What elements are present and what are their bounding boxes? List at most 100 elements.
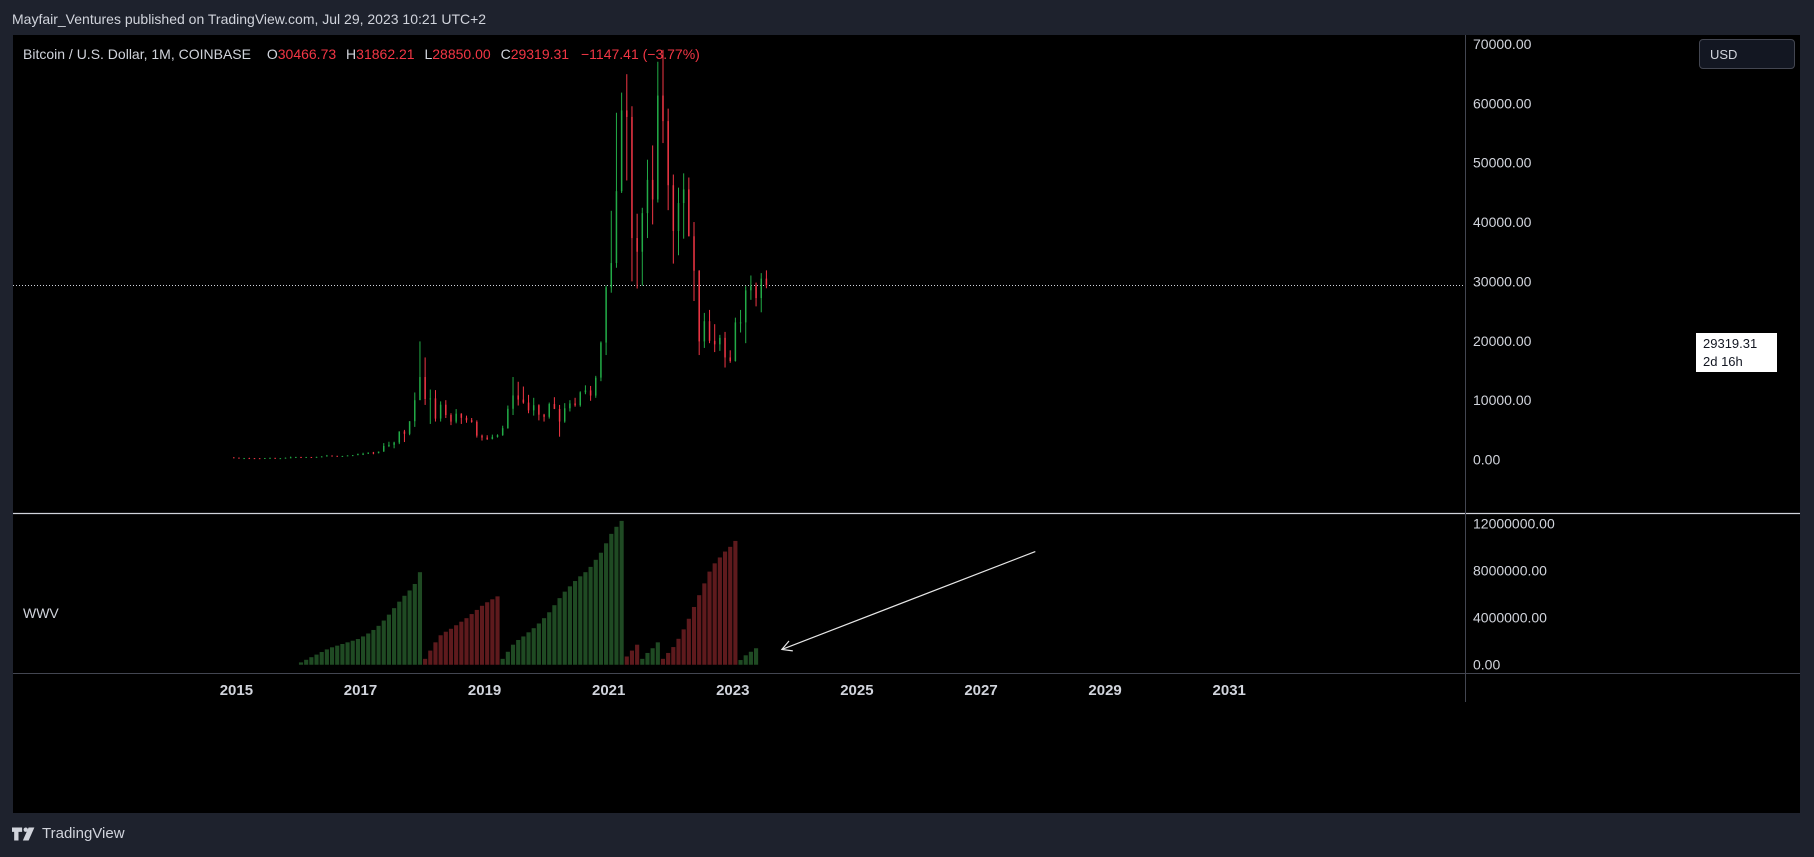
candle-body	[739, 322, 742, 324]
candle-body	[383, 445, 385, 452]
wwv-bar	[474, 609, 479, 665]
candle	[724, 331, 726, 368]
candle-body	[693, 236, 695, 271]
price-axis-tick-label: 60000.00	[1473, 95, 1532, 111]
candle-body	[595, 377, 597, 396]
candle-body	[398, 431, 401, 443]
candle-body	[724, 337, 726, 358]
footer-brand-label: TradingView	[42, 825, 125, 842]
wwv-bar	[686, 618, 691, 665]
candle	[584, 385, 587, 395]
wwv-bar	[371, 629, 376, 665]
candle	[408, 421, 411, 436]
arrow-shaft	[781, 550, 1036, 650]
candle-body	[657, 95, 659, 200]
wwv-axis-tick-label: 12000000.00	[1473, 515, 1555, 531]
candle	[755, 282, 757, 307]
trend-arrow[interactable]	[780, 550, 1036, 652]
wwv-bar	[298, 662, 304, 665]
candle	[760, 273, 762, 313]
candle	[734, 317, 737, 362]
wwv-bar	[691, 606, 697, 665]
candle	[744, 286, 747, 344]
candle	[450, 413, 452, 426]
wwv-bar	[635, 644, 640, 665]
time-axis-tick-label: 2019	[468, 682, 501, 699]
wwv-bar	[717, 557, 722, 665]
indicator-title[interactable]: WWV	[23, 605, 59, 621]
price-candles[interactable]	[233, 49, 768, 460]
candle	[233, 457, 235, 459]
candle	[693, 222, 695, 302]
wwv-bars[interactable]	[298, 520, 759, 665]
candle-body	[600, 342, 602, 378]
wwv-bar	[640, 658, 645, 665]
candle-body	[403, 431, 406, 434]
candle	[765, 270, 768, 289]
candle-body	[579, 392, 582, 406]
candle-body	[481, 435, 483, 438]
candle	[383, 443, 385, 452]
wwv-bar	[428, 650, 433, 665]
high-value: 31862.21	[356, 46, 415, 62]
wwv-bar	[578, 576, 583, 665]
candle-body	[346, 455, 349, 457]
wwv-bar	[650, 648, 655, 665]
wwv-bar	[573, 581, 578, 665]
time-axis-tick-label: 2021	[592, 682, 625, 699]
wwv-bar	[593, 559, 598, 665]
candle	[620, 92, 623, 193]
wwv-bar	[386, 614, 391, 665]
currency-button[interactable]: USD	[1699, 39, 1795, 69]
time-axis-tick-label: 2023	[716, 682, 749, 699]
candle-body	[445, 404, 447, 416]
candle	[636, 213, 638, 289]
candle-body	[450, 415, 452, 422]
candle	[569, 400, 571, 412]
high-label: H	[346, 46, 357, 62]
time-axis-tick-label: 2017	[344, 682, 377, 699]
candle-body	[476, 421, 478, 436]
candle-body	[470, 420, 473, 422]
candle-body	[377, 451, 380, 454]
candle	[258, 458, 261, 460]
candle	[750, 275, 752, 300]
candle	[507, 405, 509, 429]
candle-body	[274, 457, 276, 459]
candle	[289, 456, 292, 459]
wwv-bar	[366, 633, 371, 665]
symbol-name[interactable]: Bitcoin / U.S. Dollar, 1M, COINBASE	[23, 46, 251, 62]
candle	[574, 397, 576, 407]
chart-canvas[interactable]: 70000.00 60000.00 50000.00 40000.00 30000.00…	[13, 35, 1800, 813]
wwv-bar	[438, 635, 443, 665]
candle	[657, 61, 659, 203]
footer-brand[interactable]: TradingView	[12, 825, 125, 842]
chart-frame[interactable]: 70000.00 60000.00 50000.00 40000.00 30000.00…	[13, 35, 1800, 813]
candle	[320, 456, 323, 458]
wwv-bar	[707, 571, 712, 665]
candle	[419, 341, 421, 401]
candle	[651, 145, 654, 225]
candle-body	[315, 456, 318, 458]
candle-body	[408, 421, 411, 434]
candle	[646, 159, 649, 239]
candle-body	[465, 417, 468, 421]
candle-body	[610, 263, 613, 288]
candle	[377, 451, 380, 454]
candle	[336, 455, 338, 457]
candle-body	[439, 404, 442, 419]
tradingview-logo-icon	[12, 827, 35, 840]
candle-body	[672, 185, 675, 231]
candle	[610, 210, 613, 293]
candle	[558, 404, 561, 437]
candle-body	[605, 287, 607, 343]
candle	[522, 386, 525, 404]
candle	[713, 324, 716, 353]
candle-body	[548, 404, 550, 417]
wwv-bar	[490, 599, 495, 665]
wwv-bar	[743, 655, 748, 665]
wwv-bar	[417, 572, 423, 665]
wwv-bar	[412, 583, 417, 665]
candle-body	[713, 340, 716, 345]
wwv-bar	[609, 533, 614, 665]
